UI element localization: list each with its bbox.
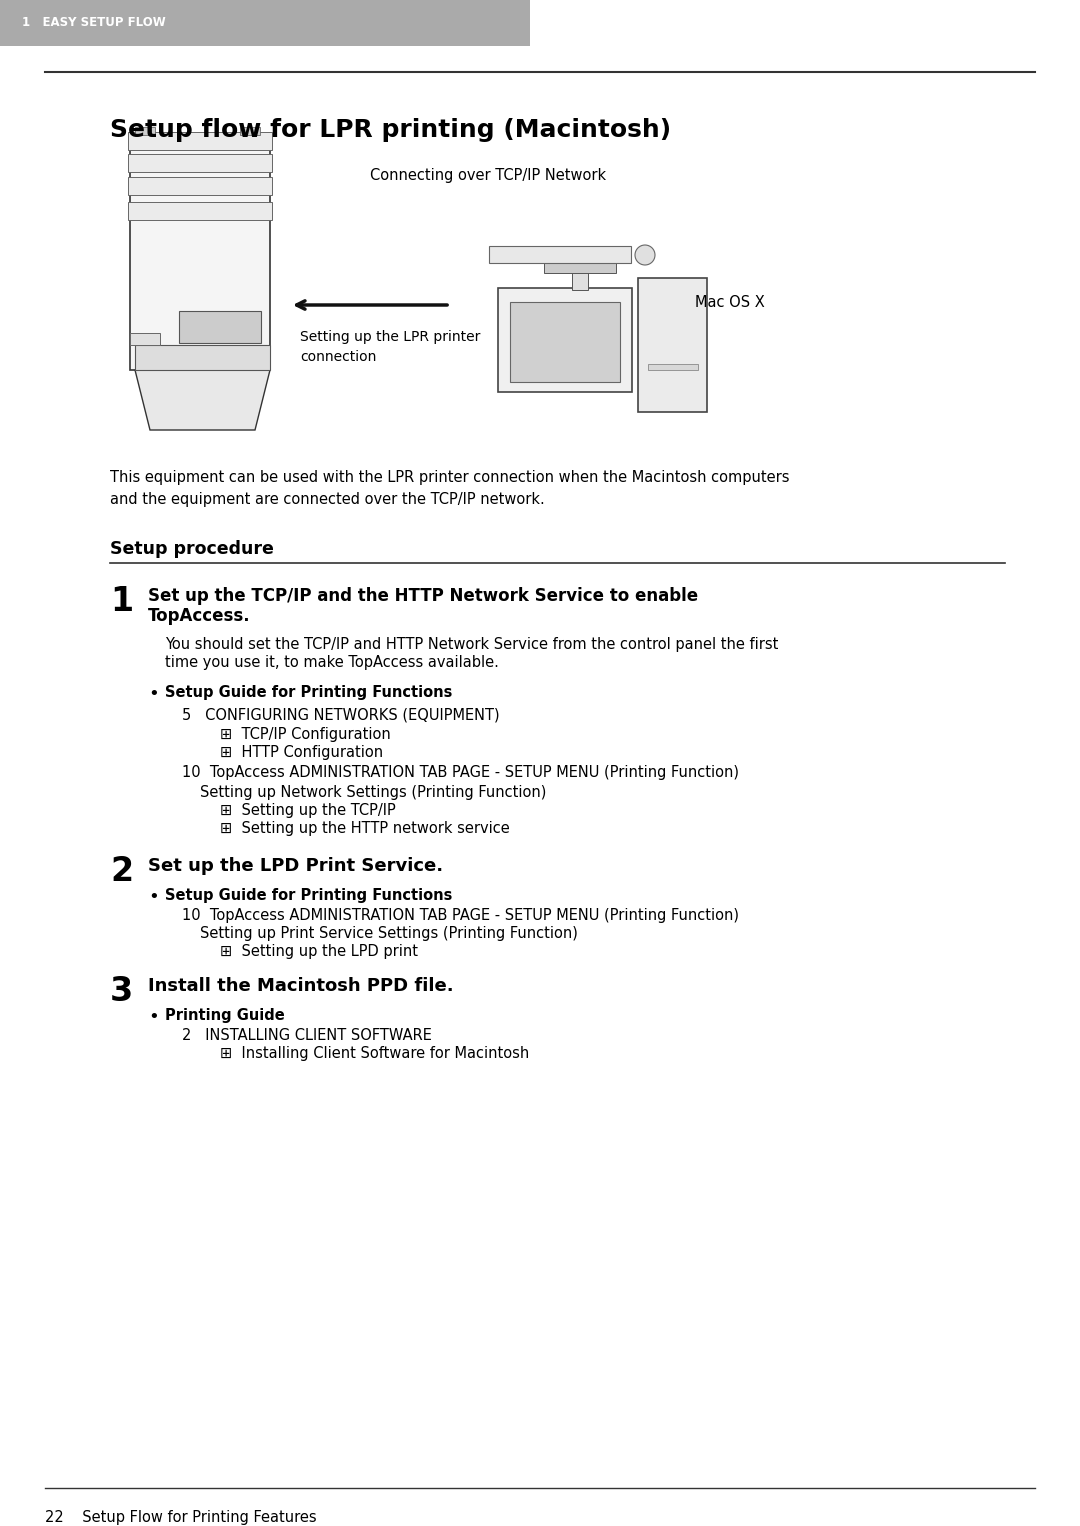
Text: Set up the TCP/IP and the HTTP Network Service to enable: Set up the TCP/IP and the HTTP Network S… xyxy=(148,588,698,604)
FancyBboxPatch shape xyxy=(648,365,698,369)
Text: TopAccess.: TopAccess. xyxy=(148,607,251,626)
Text: 1: 1 xyxy=(110,584,133,618)
Polygon shape xyxy=(135,369,270,430)
Text: ⊞  TCP/IP Configuration: ⊞ TCP/IP Configuration xyxy=(220,726,391,742)
FancyBboxPatch shape xyxy=(572,270,588,290)
Circle shape xyxy=(635,246,654,266)
FancyBboxPatch shape xyxy=(544,261,616,273)
Text: ⊞  Setting up the HTTP network service: ⊞ Setting up the HTTP network service xyxy=(220,821,510,836)
Text: 5   CONFIGURING NETWORKS (EQUIPMENT): 5 CONFIGURING NETWORKS (EQUIPMENT) xyxy=(183,707,500,722)
Text: Setup Guide for Printing Functions: Setup Guide for Printing Functions xyxy=(165,888,453,903)
Text: Printing Guide: Printing Guide xyxy=(165,1009,285,1022)
FancyBboxPatch shape xyxy=(498,288,632,392)
FancyBboxPatch shape xyxy=(135,127,156,134)
Text: 10  TopAccess ADMINISTRATION TAB PAGE - SETUP MENU (Printing Function): 10 TopAccess ADMINISTRATION TAB PAGE - S… xyxy=(183,908,739,923)
Text: 22    Setup Flow for Printing Features: 22 Setup Flow for Printing Features xyxy=(45,1511,316,1524)
Text: connection: connection xyxy=(300,349,376,365)
FancyBboxPatch shape xyxy=(130,140,270,369)
Text: ⊞  Setting up the LPD print: ⊞ Setting up the LPD print xyxy=(220,945,418,958)
Text: 2   INSTALLING CLIENT SOFTWARE: 2 INSTALLING CLIENT SOFTWARE xyxy=(183,1029,432,1042)
Text: 3: 3 xyxy=(110,975,133,1009)
FancyBboxPatch shape xyxy=(129,133,272,150)
FancyBboxPatch shape xyxy=(129,177,272,195)
Text: ⊞  HTTP Configuration: ⊞ HTTP Configuration xyxy=(220,745,383,760)
Text: ⊞  Installing Client Software for Macintosh: ⊞ Installing Client Software for Macinto… xyxy=(220,1045,529,1061)
FancyBboxPatch shape xyxy=(510,302,620,382)
Text: Mac OS X: Mac OS X xyxy=(696,295,765,310)
Text: ⊞  Setting up the TCP/IP: ⊞ Setting up the TCP/IP xyxy=(220,803,395,818)
Text: You should set the TCP/IP and HTTP Network Service from the control panel the fi: You should set the TCP/IP and HTTP Netwo… xyxy=(165,636,779,652)
Text: and the equipment are connected over the TCP/IP network.: and the equipment are connected over the… xyxy=(110,491,544,507)
Text: 10  TopAccess ADMINISTRATION TAB PAGE - SETUP MENU (Printing Function): 10 TopAccess ADMINISTRATION TAB PAGE - S… xyxy=(183,765,739,780)
FancyBboxPatch shape xyxy=(129,154,272,172)
Text: •: • xyxy=(148,1009,159,1025)
FancyBboxPatch shape xyxy=(179,311,261,343)
Text: Install the Macintosh PPD file.: Install the Macintosh PPD file. xyxy=(148,977,454,995)
Text: Setting up Network Settings (Printing Function): Setting up Network Settings (Printing Fu… xyxy=(200,784,546,800)
Text: time you use it, to make TopAccess available.: time you use it, to make TopAccess avail… xyxy=(165,655,499,670)
Text: Connecting over TCP/IP Network: Connecting over TCP/IP Network xyxy=(370,168,606,183)
FancyBboxPatch shape xyxy=(489,246,631,262)
Text: Setting up Print Service Settings (Printing Function): Setting up Print Service Settings (Print… xyxy=(200,926,578,942)
FancyBboxPatch shape xyxy=(130,333,160,345)
Text: Setup flow for LPR printing (Macintosh): Setup flow for LPR printing (Macintosh) xyxy=(110,118,671,142)
FancyBboxPatch shape xyxy=(638,278,707,412)
Text: •: • xyxy=(148,685,159,703)
Text: •: • xyxy=(148,888,159,906)
Text: 1   EASY SETUP FLOW: 1 EASY SETUP FLOW xyxy=(22,17,165,29)
Text: Setup procedure: Setup procedure xyxy=(110,540,274,559)
Bar xyxy=(0,0,530,46)
Text: 2: 2 xyxy=(110,855,133,888)
FancyBboxPatch shape xyxy=(135,345,270,369)
FancyBboxPatch shape xyxy=(240,127,260,134)
Text: This equipment can be used with the LPR printer connection when the Macintosh co: This equipment can be used with the LPR … xyxy=(110,470,789,485)
Text: Setting up the LPR printer: Setting up the LPR printer xyxy=(300,330,481,343)
Text: Set up the LPD Print Service.: Set up the LPD Print Service. xyxy=(148,858,443,874)
FancyBboxPatch shape xyxy=(129,201,272,220)
Text: Setup Guide for Printing Functions: Setup Guide for Printing Functions xyxy=(165,685,453,700)
